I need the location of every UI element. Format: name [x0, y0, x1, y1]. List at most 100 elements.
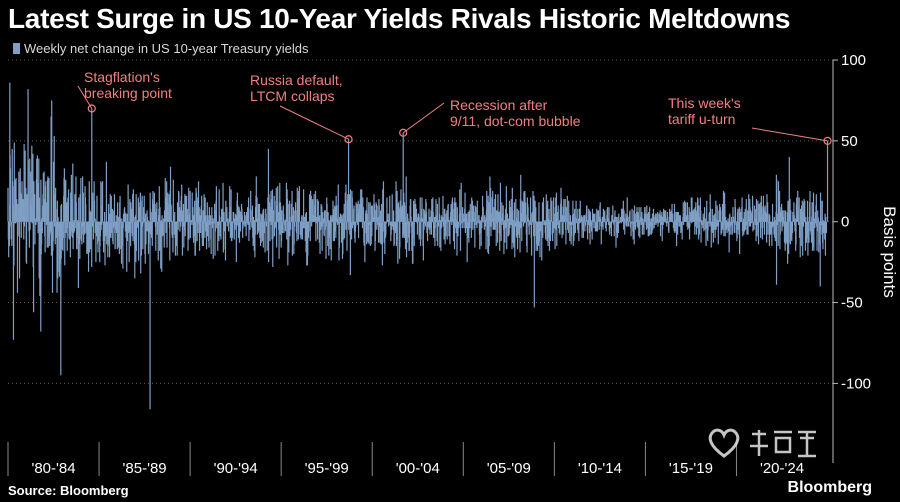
- weekly-change-bar: [231, 221, 234, 238]
- weekly-change-bar: [295, 210, 297, 222]
- weekly-change-bar: [426, 221, 429, 242]
- weekly-change-bar: [645, 221, 648, 230]
- annotation-label: LTCM collaps: [250, 88, 335, 104]
- weekly-change-bar: [147, 220, 149, 222]
- weekly-change-bar: [452, 218, 454, 222]
- weekly-change-bar: [514, 221, 517, 227]
- weekly-change-bar: [297, 213, 299, 222]
- weekly-change-bar: [400, 189, 402, 222]
- weekly-change-bar: [250, 210, 252, 222]
- weekly-change-bar: [105, 161, 108, 222]
- weekly-change-bar: [186, 195, 188, 222]
- x-tick-label: '05-'09: [487, 460, 531, 477]
- weekly-change-bar: [676, 212, 678, 222]
- weekly-change-bar: [574, 208, 576, 222]
- weekly-change-bar: [290, 203, 292, 222]
- weekly-change-bar: [208, 221, 210, 248]
- weekly-change-bar: [423, 208, 425, 222]
- x-tick-label: '90-'94: [214, 460, 258, 477]
- weekly-change-bar: [446, 221, 448, 240]
- weekly-change-bar: [333, 213, 335, 222]
- weekly-change-bar: [587, 221, 589, 225]
- weekly-change-bar: [147, 221, 149, 232]
- weekly-change-bar: [339, 221, 341, 224]
- weekly-change-bar: [793, 202, 795, 222]
- weekly-change-bar: [240, 212, 242, 222]
- weekly-change-bar: [401, 205, 403, 222]
- weekly-change-bar: [614, 210, 616, 222]
- weekly-change-bar: [97, 221, 99, 253]
- weekly-change-bar: [525, 202, 527, 222]
- weekly-change-bar: [642, 221, 644, 235]
- weekly-change-bar: [217, 221, 219, 251]
- weekly-change-bar: [69, 221, 71, 240]
- weekly-change-bar: [824, 221, 827, 256]
- weekly-change-bar: [251, 205, 254, 222]
- weekly-change-bar: [576, 221, 578, 224]
- weekly-change-bar: [320, 221, 323, 227]
- weekly-change-bar: [466, 221, 468, 263]
- weekly-change-bar: [309, 221, 311, 242]
- weekly-change-bar: [647, 212, 650, 222]
- weekly-change-bar: [136, 220, 139, 222]
- weekly-change-bar: [691, 221, 693, 224]
- x-tick-label: '20-'24: [760, 460, 804, 477]
- bloomberg-logo: Bloomberg: [787, 479, 872, 496]
- weekly-change-bar: [563, 199, 565, 222]
- weekly-change-bar: [382, 181, 385, 222]
- weekly-change-bar: [578, 221, 580, 224]
- weekly-change-bar: [10, 221, 12, 240]
- weekly-change-bar: [214, 221, 216, 232]
- weekly-change-bar: [89, 210, 91, 222]
- weekly-change-bar: [547, 218, 549, 222]
- weekly-change-bar: [247, 221, 249, 225]
- weekly-change-bar: [755, 199, 758, 222]
- weekly-change-bar: [543, 221, 546, 225]
- weekly-change-bar: [554, 213, 556, 222]
- weekly-change-bar: [14, 210, 16, 222]
- weekly-change-bar: [534, 200, 536, 222]
- weekly-change-bar: [143, 218, 146, 222]
- weekly-change-bar: [415, 203, 417, 222]
- weekly-change-bar: [409, 221, 411, 234]
- weekly-change-bar: [623, 210, 625, 222]
- weekly-change-bar: [824, 213, 826, 222]
- weekly-change-bar: [407, 213, 409, 222]
- weekly-change-bar: [404, 221, 407, 250]
- weekly-change-bar: [72, 163, 74, 222]
- weekly-change-bar: [301, 215, 303, 222]
- weekly-change-bar: [277, 221, 279, 223]
- weekly-change-bar: [17, 221, 19, 237]
- weekly-change-bar: [13, 142, 15, 222]
- weekly-change-bar: [538, 221, 540, 246]
- weekly-change-bar: [362, 197, 364, 222]
- weekly-change-bar: [550, 221, 553, 223]
- weekly-change-bar: [73, 221, 76, 232]
- weekly-change-bar: [699, 221, 701, 223]
- weekly-change-bar: [429, 216, 431, 222]
- weekly-change-bar: [29, 158, 31, 222]
- weekly-change-bar: [532, 208, 534, 222]
- weekly-change-bar: [343, 203, 345, 222]
- weekly-change-bar: [156, 202, 158, 222]
- weekly-change-bar: [562, 221, 564, 235]
- weekly-change-bar: [693, 208, 695, 222]
- weekly-change-bar: [443, 216, 445, 222]
- weekly-change-bar: [362, 221, 364, 223]
- weekly-change-bar: [686, 215, 688, 222]
- weekly-change-bar: [774, 221, 776, 242]
- weekly-change-bar: [587, 221, 589, 240]
- weekly-change-bar: [771, 221, 773, 229]
- weekly-change-bar: [446, 210, 448, 222]
- x-tick-label: '80-'84: [31, 460, 75, 477]
- weekly-change-bar: [445, 221, 447, 237]
- weekly-change-bar: [28, 221, 30, 248]
- weekly-change-bar: [64, 221, 66, 266]
- weekly-change-bar: [286, 221, 288, 240]
- weekly-change-bar: [604, 221, 607, 229]
- weekly-change-bar: [813, 221, 815, 251]
- weekly-change-bar: [644, 207, 646, 222]
- weekly-change-bar: [738, 221, 740, 235]
- weekly-change-bar: [23, 221, 25, 240]
